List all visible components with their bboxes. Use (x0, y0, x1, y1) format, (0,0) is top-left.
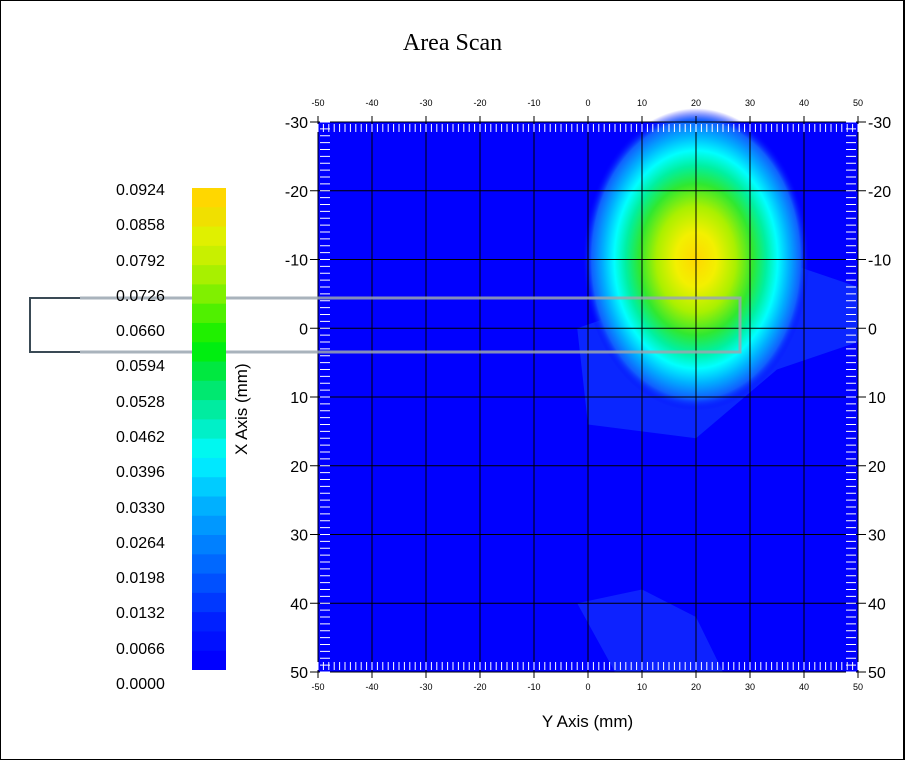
colorbar-step (192, 496, 226, 517)
colorbar-step (192, 303, 226, 324)
colorbar-step (192, 322, 226, 343)
x-tick-label-bottom: 20 (691, 682, 701, 692)
colorbar-tick-label: 0.0594 (116, 358, 165, 376)
colorbar-step (192, 419, 226, 440)
colorbar-tick-label: 0.0528 (116, 393, 165, 411)
colorbar-step (192, 361, 226, 382)
x-tick-label-top: -20 (473, 98, 486, 108)
x-tick-label-top: 30 (745, 98, 755, 108)
colorbar-step (192, 535, 226, 555)
colorbar-tick-label: 0.0264 (116, 534, 165, 552)
colorbar-tick-label: 0.0858 (116, 217, 165, 235)
y-tick-label-left: 10 (290, 390, 308, 407)
x-tick-label-bottom: 40 (799, 682, 809, 692)
x-tick-label-bottom: 30 (745, 682, 755, 692)
x-tick-label-top: -40 (365, 98, 378, 108)
x-tick-label-bottom: -40 (365, 682, 378, 692)
y-tick-label-right: -20 (868, 184, 891, 201)
colorbar-step (192, 573, 226, 594)
x-tick-label-bottom: -20 (473, 682, 486, 692)
y-tick-label-left: 30 (290, 528, 308, 545)
x-tick-label-top: 0 (585, 98, 590, 108)
colorbar (192, 188, 226, 670)
x-tick-label-top: 10 (637, 98, 647, 108)
colorbar-step (192, 515, 226, 536)
y-tick-label-right: 40 (868, 596, 886, 613)
x-tick-label-bottom: -50 (311, 682, 324, 692)
x-tick-label-bottom: 0 (585, 682, 590, 692)
x-tick-label-top: 40 (799, 98, 809, 108)
y-tick-label-right: 30 (868, 528, 886, 545)
colorbar-tick-label: 0.0792 (116, 252, 165, 270)
x-tick-label-bottom: 50 (853, 682, 863, 692)
y-tick-label-right: -10 (868, 253, 891, 270)
y-axis-title: Y Axis (mm) (541, 712, 634, 731)
y-tick-label-left: 0 (299, 321, 308, 338)
y-tick-label-left: -20 (285, 184, 308, 201)
colorbar-step (192, 592, 226, 613)
y-tick-label-left: -10 (285, 253, 308, 270)
colorbar-step (192, 612, 226, 632)
y-tick-label-right: 0 (868, 321, 877, 338)
colorbar-step (192, 188, 226, 208)
colorbar-step (192, 477, 226, 497)
colorbar-tick-label: 0.0000 (116, 676, 165, 693)
colorbar-tick-label: 0.0924 (116, 182, 165, 199)
colorbar-step (192, 457, 226, 478)
y-tick-label-left: -30 (285, 115, 308, 132)
y-tick-label-right: 50 (868, 665, 886, 682)
x-tick-label-top: -30 (419, 98, 432, 108)
y-tick-label-right: 20 (868, 459, 886, 476)
y-tick-label-right: 10 (868, 390, 886, 407)
colorbar-tick-label: 0.0066 (116, 640, 165, 658)
chart-title: Area Scan (402, 30, 503, 56)
colorbar-tick-label: 0.0726 (116, 287, 165, 305)
x-tick-label-top: -10 (527, 98, 540, 108)
colorbar-tick-label: 0.0330 (116, 499, 165, 517)
colorbar-step (192, 226, 226, 247)
colorbar-step (192, 438, 226, 459)
colorbar-step (192, 207, 226, 228)
x-tick-label-top: 20 (691, 98, 701, 108)
y-tick-label-left: 40 (290, 596, 308, 613)
y-tick-label-right: -30 (868, 115, 891, 132)
probe-outline-body (80, 296, 742, 354)
colorbar-tick-label: 0.0132 (116, 605, 165, 623)
field-region-low-2 (577, 589, 723, 672)
colorbar-step (192, 631, 226, 652)
x-tick-label-bottom: -10 (527, 682, 540, 692)
x-tick-label-bottom: -30 (419, 682, 432, 692)
x-tick-label-bottom: 10 (637, 682, 647, 692)
colorbar-tick-label: 0.0396 (116, 464, 165, 482)
colorbar-tick-label: 0.0198 (116, 570, 165, 588)
colorbar-step (192, 380, 226, 401)
colorbar-step (192, 400, 226, 420)
probe-outline-bracket (29, 297, 80, 353)
x-axis-title: X Axis (mm) (232, 363, 251, 455)
x-tick-label-top: -50 (311, 98, 324, 108)
colorbar-tick-label: 0.0660 (116, 323, 165, 341)
colorbar-tick-label: 0.0462 (116, 429, 165, 446)
colorbar-step (192, 342, 226, 363)
colorbar-step (192, 554, 226, 575)
x-tick-label-top: 50 (853, 98, 863, 108)
y-tick-label-left: 50 (290, 665, 308, 682)
y-tick-label-left: 20 (290, 459, 308, 476)
colorbar-step (192, 650, 226, 670)
colorbar-step (192, 245, 226, 266)
colorbar-step (192, 284, 226, 305)
colorbar-step (192, 265, 226, 285)
